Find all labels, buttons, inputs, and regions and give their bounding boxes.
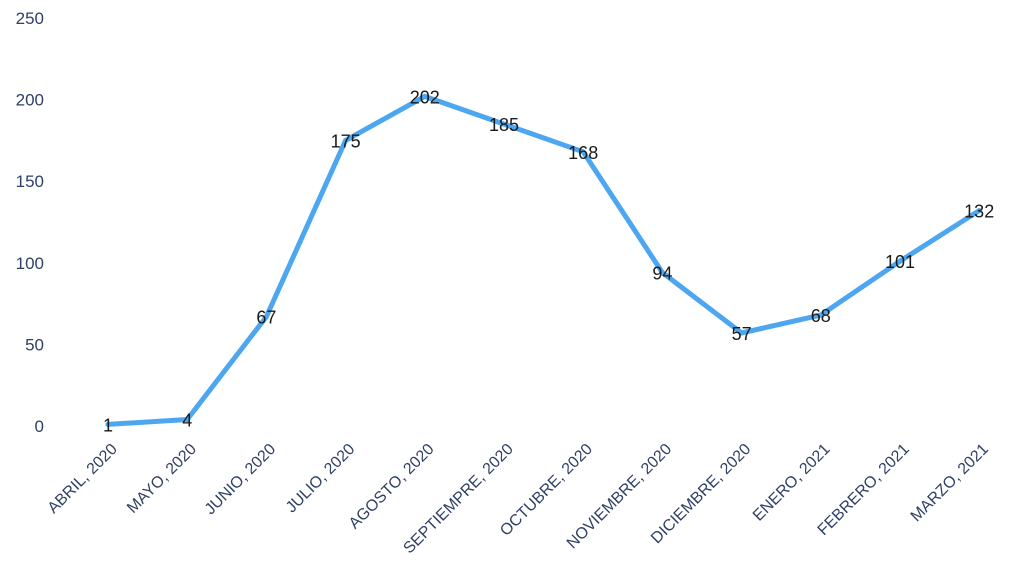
data-point [263, 314, 269, 320]
data-label: 4 [182, 410, 192, 430]
y-tick-label: 50 [25, 335, 44, 354]
y-tick-label: 200 [16, 91, 44, 110]
x-category-label: JULIO, 2020 [283, 441, 359, 517]
x-category-label: ENERO, 2021 [750, 441, 834, 525]
data-point [580, 149, 586, 155]
data-label: 57 [732, 324, 752, 344]
data-point [343, 137, 349, 143]
data-label: 185 [489, 115, 519, 135]
y-axis-ticks: 0 50 100 150 200 250 [16, 9, 44, 436]
data-point [105, 421, 111, 427]
y-tick-label: 0 [35, 417, 44, 436]
x-axis-categories: ABRIL, 2020 MAYO, 2020 JUNIO, 2020 JULIO, 2… [45, 441, 992, 557]
series-line-group [105, 93, 982, 427]
data-point [739, 330, 745, 336]
data-label: 175 [331, 131, 361, 151]
x-category-label: JUNIO, 2020 [202, 441, 279, 518]
data-label: 68 [811, 306, 831, 326]
x-category-label: AGOSTO, 2020 [346, 441, 438, 533]
data-point [501, 121, 507, 127]
x-category-label: MAYO, 2020 [124, 441, 200, 517]
data-point [184, 416, 190, 422]
x-category-label: MARZO, 2021 [908, 441, 992, 525]
y-tick-label: 100 [16, 254, 44, 273]
data-point [659, 270, 665, 276]
data-label: 94 [652, 264, 672, 284]
data-label: 168 [568, 143, 598, 163]
data-point [818, 312, 824, 318]
data-label: 67 [256, 308, 276, 328]
data-labels-group: 1 4 67 175 202 185 168 94 57 68 101 132 [103, 87, 994, 435]
data-label: 132 [964, 202, 994, 222]
y-tick-label: 250 [16, 9, 44, 28]
data-label: 202 [410, 87, 440, 107]
y-tick-label: 150 [16, 172, 44, 191]
data-label: 101 [885, 252, 915, 272]
series-line [105, 93, 982, 427]
data-label: 1 [103, 415, 113, 435]
data-point [897, 258, 903, 264]
data-point [976, 208, 982, 214]
x-category-label: ABRIL, 2020 [45, 441, 121, 517]
data-point [422, 93, 428, 99]
